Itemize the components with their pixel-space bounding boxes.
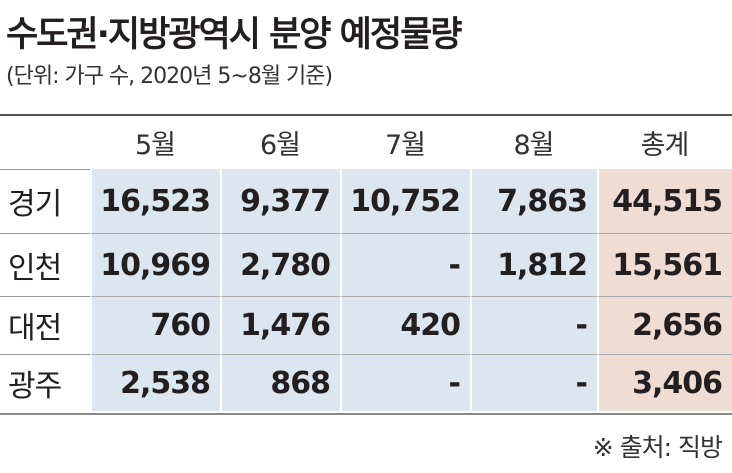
table-cell: - [470, 354, 597, 411]
table-cell: 3,406 [597, 354, 732, 411]
table-cell: 2,656 [597, 296, 732, 354]
table-cell: 420 [340, 296, 470, 354]
column-header: 8월 [513, 130, 554, 161]
subtitle: (단위: 가구 수, 2020년 5~8월 기준) [6, 64, 333, 89]
table-cell: 868 [220, 354, 340, 411]
row-label: 인천 [8, 250, 62, 286]
row-label: 대전 [8, 311, 62, 346]
column-header: 6월 [259, 130, 301, 161]
table-cell: - [340, 233, 470, 296]
table-cell: 9,377 [220, 169, 340, 233]
title: 수도권·지방광역시 분양 예정물량 [6, 15, 462, 55]
table-cell: 2,538 [90, 354, 220, 411]
table-cell: 1,476 [220, 296, 340, 354]
source: ※ 출처: 직방 [592, 433, 723, 462]
row-label: 경기 [8, 187, 62, 222]
table-cell: - [340, 354, 470, 411]
column-header: 총계 [640, 130, 690, 161]
table-cell: 10,752 [340, 169, 470, 233]
row-label: 광주 [8, 368, 62, 404]
table-cell: 44,515 [597, 169, 732, 233]
table-cell: 16,523 [90, 169, 220, 233]
table-cell: 2,780 [220, 233, 340, 296]
table-cell: 10,969 [90, 233, 220, 296]
column-header: 7월 [384, 130, 426, 161]
table-cell: 15,561 [597, 233, 732, 296]
table-cell: - [470, 296, 597, 354]
table-cell: 7,863 [470, 169, 597, 233]
table-cell: 760 [90, 296, 220, 354]
table-cell: 1,812 [470, 233, 597, 296]
column-header: 5월 [134, 130, 176, 161]
